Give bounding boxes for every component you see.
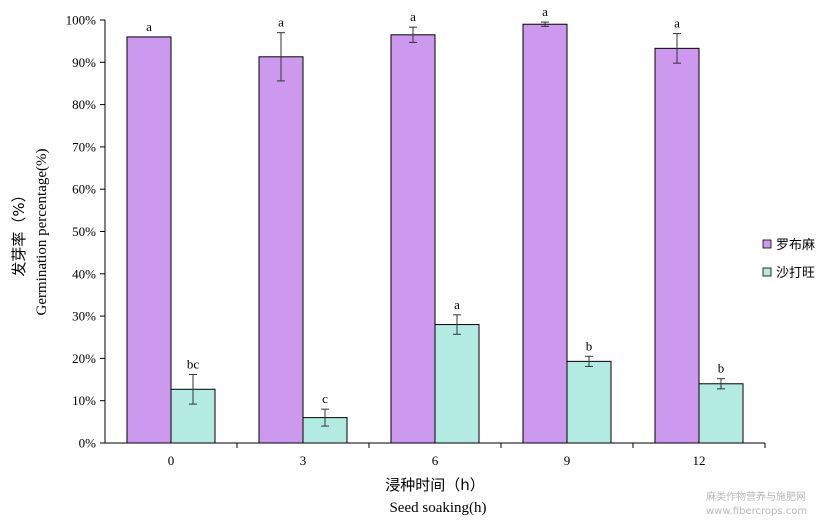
- significance-letter: b: [586, 338, 593, 353]
- significance-letter: c: [322, 391, 328, 406]
- x-tick-label: 0: [168, 453, 175, 468]
- significance-letter: a: [674, 16, 680, 31]
- x-tick-label: 12: [693, 453, 706, 468]
- y-tick-label: 0%: [79, 436, 97, 451]
- significance-letter: a: [146, 19, 152, 34]
- bar-series-1: [654, 47, 700, 444]
- bar-series-1: [522, 23, 568, 444]
- bar-series-1: [390, 34, 436, 444]
- x-axis-title-en: Seed soaking(h): [389, 500, 486, 516]
- significance-letters: a a a a a bc c a b b: [146, 4, 724, 406]
- legend-label-series-2: 沙打旺: [776, 266, 815, 281]
- x-axis-title-cn: 浸种时间（h）: [385, 476, 485, 494]
- watermark-site-name: 麻类作物营养与施肥网: [706, 490, 806, 503]
- legend-swatch-series-2: [762, 267, 772, 277]
- y-axis-title-cn: 发芽率（%）: [10, 187, 28, 276]
- y-tick-label: 100%: [66, 13, 97, 28]
- x-tick-label: 3: [300, 453, 307, 468]
- y-tick-label: 60%: [72, 182, 96, 197]
- error-bars: [189, 21, 725, 427]
- y-tick-label: 10%: [72, 393, 96, 408]
- y-tick-label: 70%: [72, 139, 96, 154]
- watermark-url: www.fibercrops.com: [706, 506, 807, 517]
- significance-letter: a: [542, 4, 548, 19]
- significance-letter: a: [454, 297, 460, 312]
- legend-swatch-series-1: [762, 239, 772, 249]
- legend: 罗布麻 沙打旺: [762, 238, 815, 281]
- bar-series-2: [434, 324, 480, 444]
- x-tick-label: 6: [432, 453, 439, 468]
- x-tick-label: 9: [564, 453, 571, 468]
- legend-label-series-1: 罗布麻: [776, 238, 815, 253]
- significance-letter: bc: [187, 356, 200, 371]
- y-tick-label: 20%: [72, 351, 96, 366]
- bars: [126, 23, 744, 444]
- bar-series-1: [126, 36, 172, 444]
- y-axis-title-en: Germination percentage(%): [34, 148, 50, 315]
- bar-series-2: [566, 360, 612, 444]
- y-tick-label: 30%: [72, 309, 96, 324]
- bar-series-1: [258, 56, 304, 444]
- tick-labels: 0% 10% 20% 30% 40% 50% 60% 70% 80% 90% 100% 0 3 6 9 12: [66, 13, 766, 468]
- significance-letter: a: [410, 9, 416, 24]
- y-tick-label: 40%: [72, 266, 96, 281]
- significance-letter: b: [718, 361, 725, 376]
- significance-letter: a: [278, 15, 284, 30]
- y-tick-label: 50%: [72, 224, 96, 239]
- y-tick-label: 80%: [72, 97, 96, 112]
- bar-series-2: [698, 383, 744, 444]
- y-tick-label: 90%: [72, 55, 96, 70]
